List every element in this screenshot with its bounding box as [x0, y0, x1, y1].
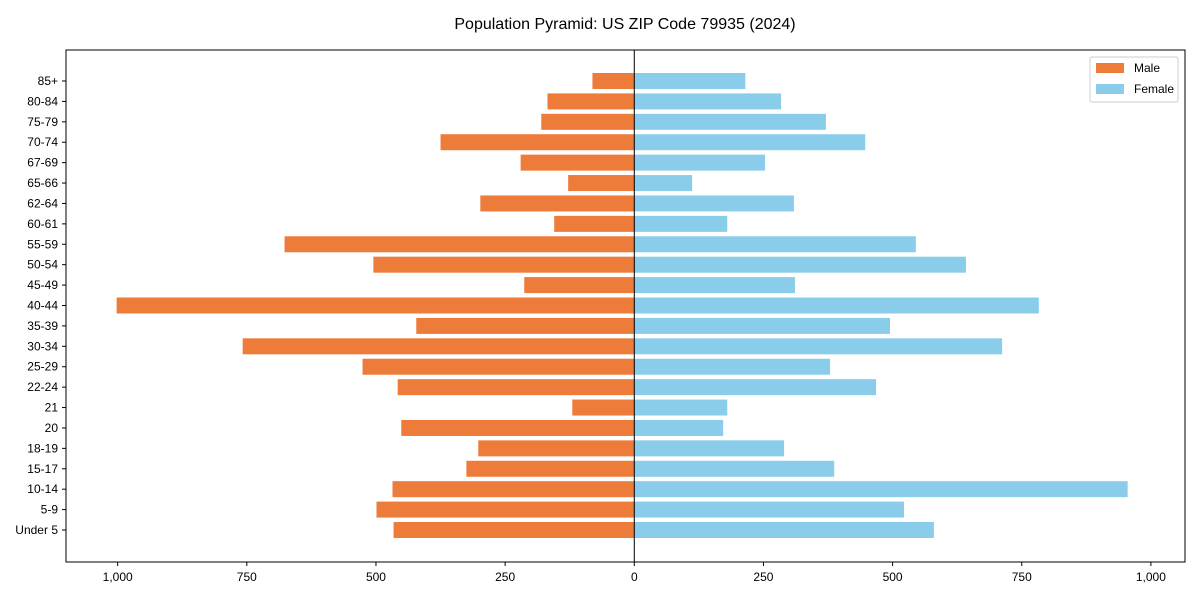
- bar-male-62-64: [480, 195, 635, 212]
- legend: Male Female: [1089, 56, 1179, 103]
- xtick-label: 0: [631, 570, 638, 584]
- bar-female-45-49: [634, 277, 795, 294]
- xtick-label: 1,000: [103, 570, 133, 584]
- bar-female-85+: [634, 73, 746, 89]
- bar-female-50-54: [634, 256, 966, 273]
- bar-male-10-14: [392, 481, 635, 498]
- bar-male-65-66: [568, 175, 635, 192]
- bar-female-15-17: [634, 460, 835, 477]
- ytick-label: 85+: [38, 74, 58, 88]
- ytick-label: 25-29: [27, 360, 58, 374]
- ytick-label: 50-54: [27, 258, 58, 272]
- xtick-label: 250: [495, 570, 515, 584]
- bar-female-21: [634, 399, 728, 416]
- xtick-label: 500: [366, 570, 386, 584]
- ytick-label: 80-84: [27, 94, 58, 108]
- bar-female-22-24: [634, 379, 877, 396]
- bar-female-70-74: [634, 134, 866, 151]
- bar-female-80-84: [634, 93, 782, 110]
- bar-male-60-61: [554, 215, 635, 232]
- bar-male-35-39: [416, 317, 635, 334]
- bar-female-18-19: [634, 440, 785, 457]
- legend-label-male: Male: [1134, 61, 1160, 75]
- bar-male-Under 5: [393, 522, 635, 538]
- bar-female-25-29: [634, 358, 831, 375]
- bar-male-45-49: [524, 277, 635, 294]
- bar-female-62-64: [634, 195, 794, 212]
- xtick-label: 750: [1012, 570, 1032, 584]
- bar-male-55-59: [284, 236, 635, 253]
- ytick-label: 70-74: [27, 135, 58, 149]
- bar-male-50-54: [373, 256, 635, 273]
- bar-female-65-66: [634, 175, 693, 192]
- ytick-label: 18-19: [27, 441, 58, 455]
- ytick-label: 30-34: [27, 339, 58, 353]
- bar-female-5-9: [634, 501, 904, 518]
- bar-female-35-39: [634, 317, 891, 334]
- ytick-label: 10-14: [27, 482, 58, 496]
- ytick-label: 21: [45, 401, 59, 415]
- ytick-label: 75-79: [27, 115, 58, 129]
- xtick-label: 750: [237, 570, 257, 584]
- ytick-label: 20: [45, 421, 59, 435]
- bar-male-22-24: [397, 379, 635, 396]
- ytick-label: 5-9: [41, 503, 59, 517]
- bar-female-40-44: [634, 297, 1039, 314]
- bar-male-30-34: [242, 338, 635, 355]
- ytick-label: 45-49: [27, 278, 58, 292]
- bar-female-67-69: [634, 154, 765, 171]
- bar-male-85+: [592, 73, 635, 89]
- plot-frame: [65, 49, 1186, 563]
- bar-female-Under 5: [634, 522, 934, 538]
- xtick-label: 500: [883, 570, 903, 584]
- bar-male-75-79: [541, 113, 635, 130]
- bar-male-25-29: [362, 358, 635, 375]
- ytick-label: 65-66: [27, 176, 58, 190]
- legend-swatch-male: [1096, 63, 1124, 73]
- bar-female-10-14: [634, 481, 1128, 498]
- ytick-label: 67-69: [27, 156, 58, 170]
- bar-male-21: [572, 399, 635, 416]
- ytick-label: 62-64: [27, 196, 58, 210]
- bar-male-5-9: [376, 501, 635, 518]
- bar-male-70-74: [440, 134, 635, 151]
- ytick-label: 22-24: [27, 380, 58, 394]
- bar-female-60-61: [634, 215, 728, 232]
- bar-male-15-17: [466, 460, 635, 477]
- chart-title: Population Pyramid: US ZIP Code 79935 (2…: [454, 16, 795, 33]
- bar-female-55-59: [634, 236, 916, 253]
- bar-male-20: [401, 419, 635, 436]
- ytick-label: 55-59: [27, 237, 58, 251]
- ytick-label: 15-17: [27, 462, 58, 476]
- ytick-label: 60-61: [27, 217, 58, 231]
- legend-swatch-female: [1096, 84, 1124, 94]
- ytick-label: 40-44: [27, 299, 58, 313]
- bar-female-20: [634, 419, 724, 436]
- xtick-label: 1,000: [1136, 570, 1166, 584]
- ytick-label: Under 5: [15, 523, 58, 537]
- ytick-label: 35-39: [27, 319, 58, 333]
- bar-male-67-69: [520, 154, 635, 171]
- legend-label-female: Female: [1134, 82, 1174, 96]
- bar-female-30-34: [634, 338, 1003, 355]
- xtick-label: 250: [753, 570, 773, 584]
- bar-female-75-79: [634, 113, 826, 130]
- bar-male-80-84: [547, 93, 635, 110]
- bar-male-40-44: [116, 297, 635, 314]
- bar-male-18-19: [478, 440, 635, 457]
